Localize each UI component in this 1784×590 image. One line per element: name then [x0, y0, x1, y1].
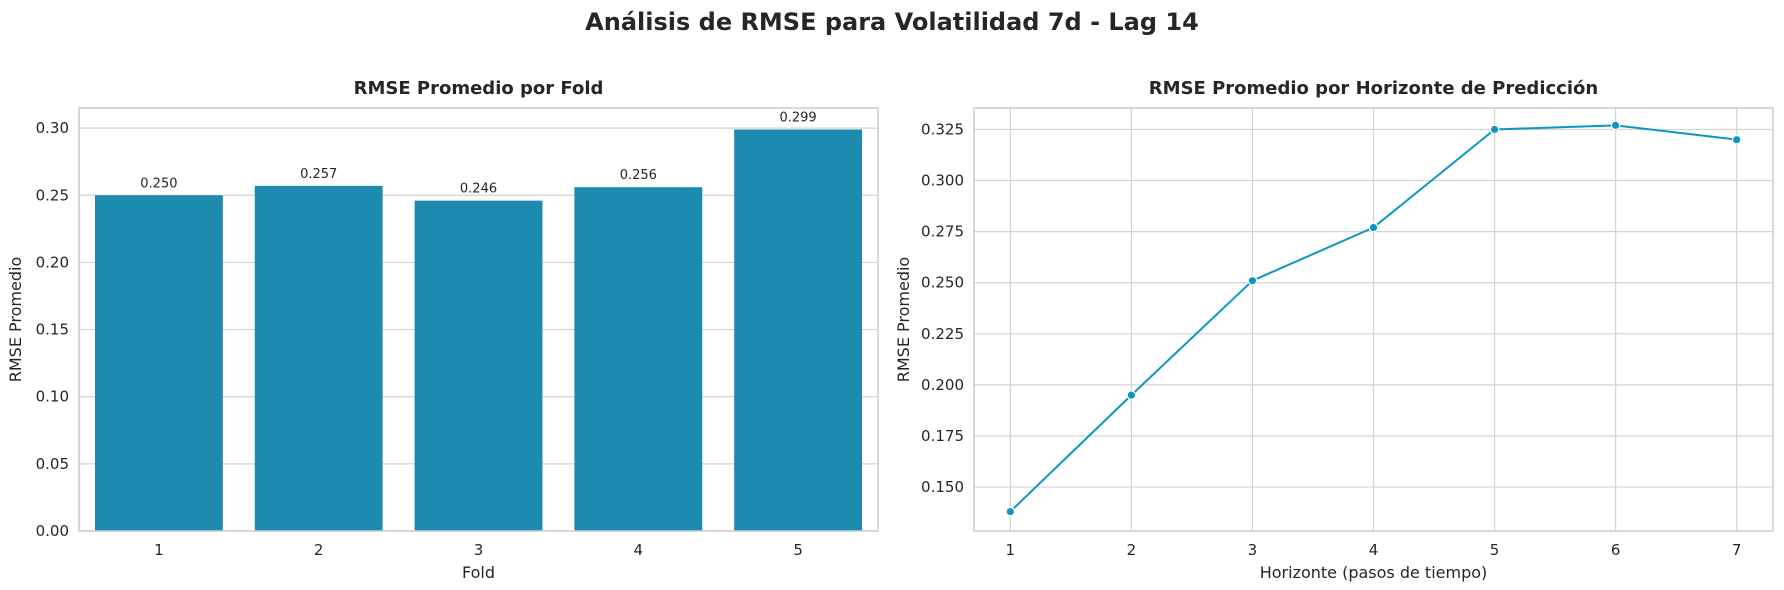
bar-fold-1	[94, 195, 223, 532]
bar-fold-2	[254, 185, 383, 531]
data-label: 0.257	[300, 167, 337, 182]
figure-title: Análisis de RMSE para Volatilidad 7d - L…	[585, 8, 1199, 36]
y-tick-label: 0.00	[36, 522, 69, 540]
x-tick-label: 1	[154, 541, 164, 559]
bar-fold-4	[574, 187, 703, 531]
y-tick-label: 0.20	[36, 253, 69, 271]
bar-fold-3	[414, 200, 543, 531]
y-tick-label: 0.25	[36, 186, 69, 204]
bar-fold-5	[734, 129, 863, 531]
x-tick-label: 2	[314, 541, 324, 559]
data-label: 0.299	[779, 110, 816, 125]
chart-title: RMSE Promedio por Fold	[354, 78, 604, 99]
y-tick-label: 0.30	[36, 119, 69, 137]
x-axis-label: Fold	[462, 563, 495, 582]
y-tick-label: 0.10	[36, 388, 69, 406]
y-axis-label: RMSE Promedio	[6, 257, 25, 382]
plot-frame	[78, 107, 879, 532]
x-tick-label: 5	[793, 541, 803, 559]
data-label: 0.250	[140, 176, 177, 191]
y-tick-label: 0.05	[36, 455, 69, 473]
y-tick-label: 0.15	[36, 321, 69, 339]
x-tick-label: 3	[474, 541, 484, 559]
data-label: 0.256	[620, 168, 657, 183]
x-tick-label: 4	[634, 541, 644, 559]
data-label: 0.246	[460, 182, 497, 197]
